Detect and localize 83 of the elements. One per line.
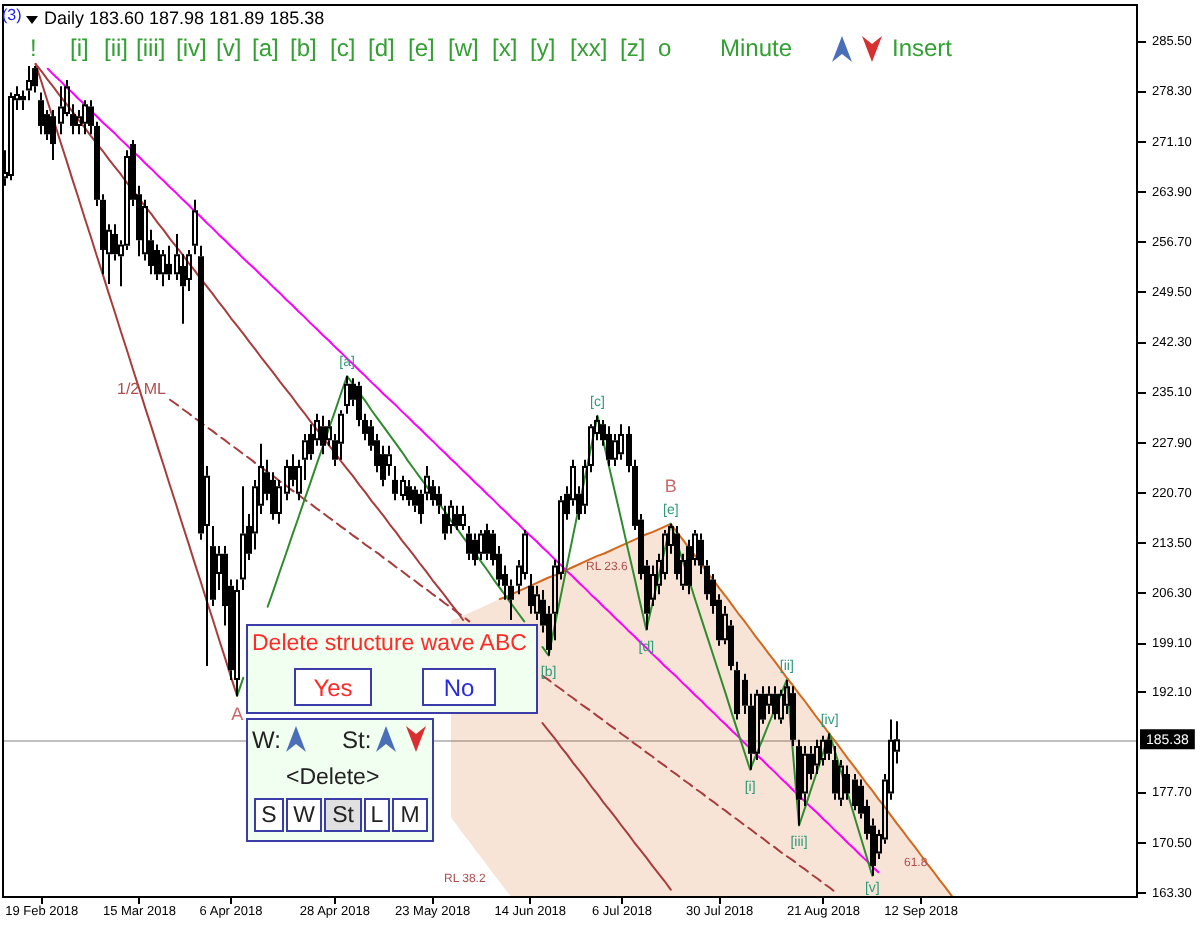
- annotation: o: [658, 34, 672, 62]
- candlestick: [832, 745, 838, 801]
- candlestick: [772, 685, 778, 721]
- button: Yes: [294, 668, 372, 706]
- candlestick: [234, 578, 240, 697]
- candlestick: [82, 99, 88, 136]
- data-label: B: [664, 475, 677, 496]
- candlestick: [338, 409, 344, 461]
- candlestick: [8, 91, 14, 182]
- annotation: [z]: [620, 34, 646, 62]
- candlestick: [192, 198, 198, 256]
- candlestick: [618, 423, 624, 461]
- annotation: [v]: [216, 34, 242, 62]
- annotation: Delete structure wave ABC: [252, 632, 527, 658]
- button: M: [392, 798, 428, 832]
- candlestick: [472, 532, 478, 567]
- candlestick: [386, 444, 392, 477]
- annotation: [iv]: [176, 34, 207, 62]
- candlestick: [528, 572, 534, 615]
- annotation: !: [30, 34, 37, 62]
- data-label: A: [231, 703, 244, 724]
- candlestick: [612, 432, 618, 467]
- annotation: [iii]: [136, 34, 166, 62]
- annotation: [b]: [290, 34, 317, 62]
- candlestick: [344, 375, 350, 415]
- annotation: [y]: [530, 34, 556, 62]
- button: S: [254, 798, 284, 832]
- dialog-box: Delete structure wave ABC Yes No: [246, 624, 538, 714]
- annotation: [i]: [70, 34, 89, 62]
- candlestick: [754, 688, 760, 762]
- candlestick: [460, 504, 466, 532]
- candlestick: [38, 91, 44, 136]
- data-label: 1/2 ML: [117, 379, 168, 398]
- annotation: Insert: [892, 34, 953, 62]
- candlestick: [802, 745, 808, 808]
- candlestick: [820, 734, 826, 767]
- candlestick: [436, 485, 442, 516]
- candlestick: [442, 504, 448, 541]
- candlestick: [392, 464, 398, 502]
- candlestick: [406, 478, 412, 507]
- annotation: Minute: [720, 34, 793, 62]
- candlestick: [400, 474, 406, 502]
- annotation: St:: [342, 726, 372, 754]
- annotation: [x]: [492, 34, 518, 62]
- candlestick: [796, 738, 802, 827]
- candlestick: [26, 65, 32, 102]
- candlestick: [766, 685, 772, 716]
- annotation: W:: [252, 726, 281, 754]
- chart-title: Daily 183.60 187.98 181.89 185.38: [44, 8, 325, 28]
- candlestick: [778, 688, 784, 725]
- candlestick: [320, 414, 326, 456]
- candlestick: [844, 764, 850, 801]
- candlestick: [50, 108, 56, 162]
- button: St: [324, 798, 362, 832]
- candlestick: [32, 65, 38, 94]
- candlestick: [814, 738, 820, 775]
- button: W: [286, 798, 322, 832]
- candlestick: [240, 485, 246, 592]
- candlestick: [852, 772, 858, 812]
- button: No: [422, 668, 496, 706]
- candlestick: [448, 499, 454, 535]
- candlestick: [166, 244, 172, 281]
- annotation: [w]: [448, 34, 479, 62]
- annotation: [a]: [252, 34, 279, 62]
- candlestick: [484, 522, 490, 562]
- candlestick: [686, 538, 692, 596]
- annotation: [xx]: [570, 34, 608, 62]
- annotation: [e]: [408, 34, 435, 62]
- candlestick: [58, 85, 64, 136]
- candlestick: [290, 453, 296, 488]
- candlestick: [76, 108, 82, 136]
- annotation: <Delete>: [286, 766, 380, 792]
- annotation: [ii]: [104, 34, 128, 62]
- candlestick: [606, 425, 612, 467]
- annotation: [c]: [330, 34, 356, 62]
- button: L: [364, 798, 390, 832]
- control-panel: W: St: <Delete> S W St L M: [246, 718, 434, 842]
- candlestick: [790, 685, 796, 748]
- candlestick: [478, 529, 484, 562]
- candlestick: [454, 504, 460, 532]
- candlestick: [160, 248, 166, 288]
- candlestick: [466, 524, 472, 562]
- annotation: [d]: [368, 34, 395, 62]
